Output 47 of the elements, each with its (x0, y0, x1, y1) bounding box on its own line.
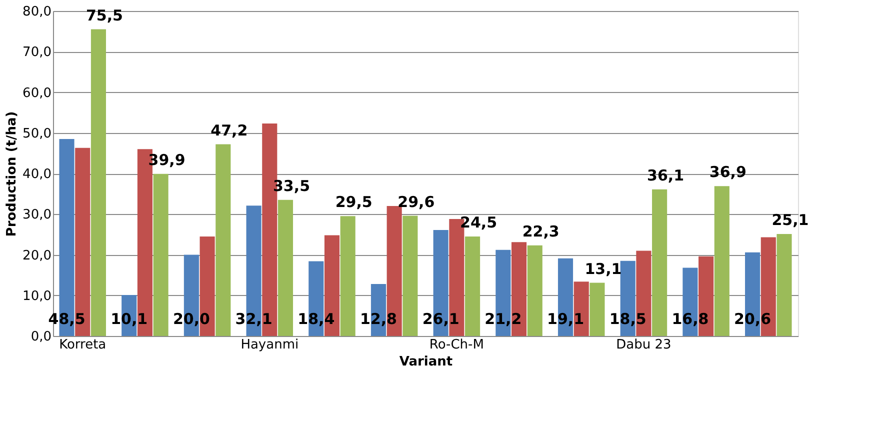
bar (340, 216, 356, 336)
bar (776, 234, 792, 336)
data-label: 18,5 (609, 310, 646, 328)
data-label: 12,8 (360, 310, 397, 328)
bar (216, 144, 231, 336)
data-label: 26,1 (422, 310, 460, 328)
y-tick-label: 10,0 (22, 288, 52, 304)
bar (714, 186, 730, 336)
data-label: 36,9 (709, 163, 746, 182)
data-label: 20,0 (172, 310, 210, 328)
y-tick-label: 0,0 (30, 330, 52, 344)
data-label: 20,6 (734, 310, 772, 328)
x-tick-label: Ro-Ch-M (429, 338, 484, 352)
data-label: 16,8 (672, 310, 709, 328)
bar (153, 174, 168, 336)
x-tick-label: Hayanmi (240, 338, 299, 352)
y-tick-label: 80,0 (22, 4, 52, 20)
y-tick-label: 30,0 (22, 208, 52, 223)
y-tick-label: 70,0 (22, 45, 52, 60)
x-tick-label: Korreta (59, 338, 106, 352)
bar (464, 236, 480, 336)
y-axis-title: Production (t/ha) (4, 111, 20, 237)
y-tick-label: 20,0 (22, 248, 52, 264)
bar (402, 216, 418, 336)
data-label: 29,5 (335, 193, 372, 212)
bar (590, 282, 605, 336)
data-label: 36,1 (647, 166, 684, 184)
data-label: 10,1 (110, 310, 148, 328)
bar (652, 189, 668, 336)
data-label: 32,1 (235, 310, 272, 328)
data-label: 25,1 (772, 211, 809, 230)
y-tick-label: 40,0 (22, 167, 52, 182)
bar (278, 200, 294, 336)
y-tick-label: 50,0 (22, 126, 52, 142)
y-tick-label: 60,0 (22, 86, 52, 101)
x-axis-title: Variant (399, 354, 453, 370)
data-label: 21,2 (484, 310, 522, 328)
data-label: 29,6 (398, 192, 435, 211)
data-label: 47,2 (210, 121, 248, 140)
bar (527, 245, 542, 336)
x-tick-label: Dabu 23 (616, 338, 672, 352)
data-label: 75,5 (86, 6, 123, 24)
data-label: 18,4 (298, 310, 335, 328)
bar (90, 29, 106, 336)
data-label: 22,3 (522, 222, 560, 240)
data-label: 19,1 (547, 310, 584, 328)
data-label: 48,5 (48, 310, 86, 328)
